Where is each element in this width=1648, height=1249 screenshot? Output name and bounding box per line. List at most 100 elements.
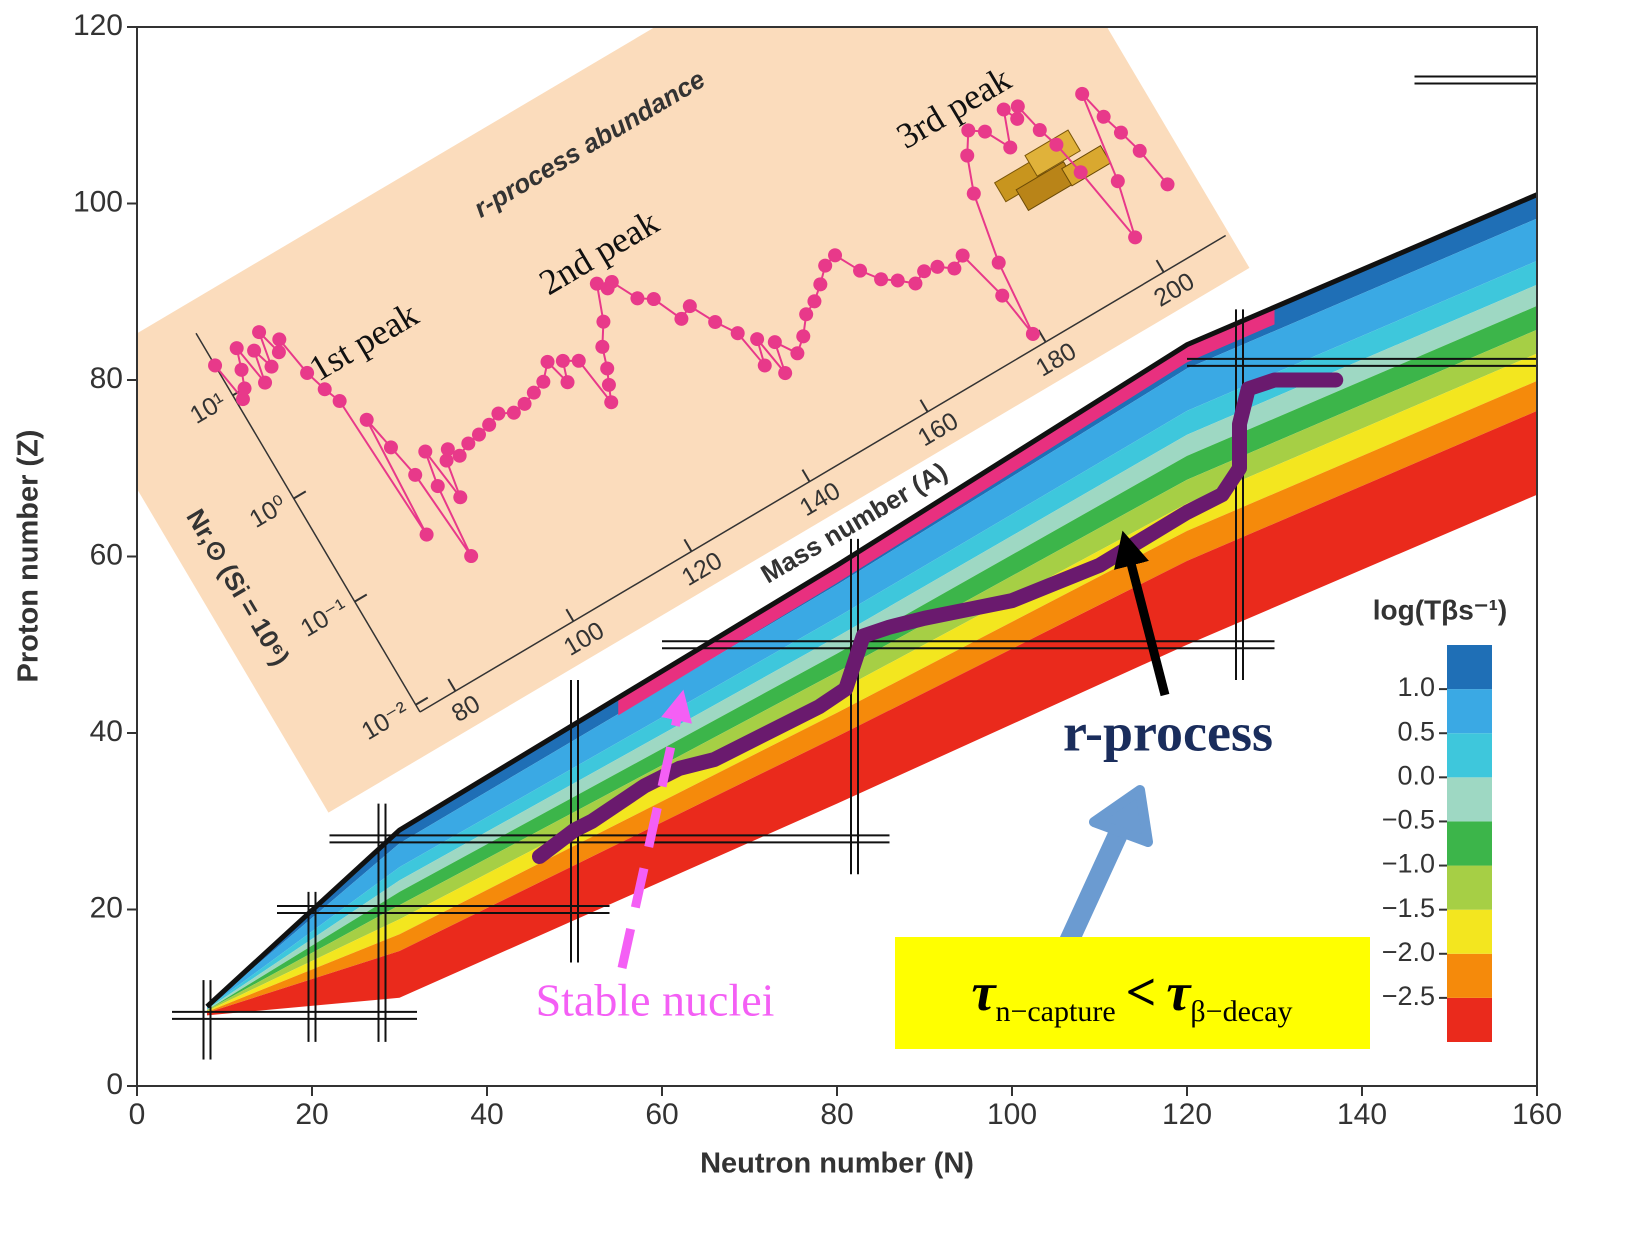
nuclide-region bbox=[207, 218, 1537, 1009]
abundance-point bbox=[908, 276, 923, 291]
arrow bbox=[617, 689, 692, 969]
abundance-point bbox=[418, 444, 433, 459]
colorbar-title: log(Tβs⁻¹) bbox=[1373, 594, 1508, 625]
colorbar-segment bbox=[1447, 777, 1492, 822]
abundance-point bbox=[813, 277, 828, 292]
abundance-point bbox=[600, 361, 615, 376]
inset-y-tick bbox=[354, 593, 368, 603]
plot-area bbox=[172, 75, 1537, 1060]
abundance-point bbox=[536, 374, 551, 389]
abundance-point bbox=[807, 294, 822, 309]
y-tick-label: 120 bbox=[73, 9, 123, 42]
colorbar-tick-label: 1.0 bbox=[1397, 672, 1435, 702]
abundance-point bbox=[235, 392, 250, 407]
abundance-point bbox=[540, 354, 555, 369]
abundance-point bbox=[930, 259, 945, 274]
abundance-point bbox=[966, 186, 981, 201]
abundance-point bbox=[778, 366, 793, 381]
abundance-point bbox=[1073, 165, 1088, 180]
abundance-point bbox=[977, 124, 992, 139]
abundance-point bbox=[604, 395, 619, 410]
abundance-point bbox=[237, 381, 252, 396]
inset-x-axis bbox=[419, 234, 1227, 713]
abundance-point bbox=[491, 406, 506, 421]
operator: < bbox=[1126, 962, 1157, 1022]
nuclide-region bbox=[207, 284, 1537, 1011]
colorbar-tick-label: −2.0 bbox=[1382, 937, 1435, 967]
abundance-point bbox=[1025, 326, 1040, 341]
abundance-point bbox=[317, 382, 332, 397]
colorbar-segment bbox=[1447, 733, 1492, 778]
x-tick-label: 160 bbox=[1512, 1098, 1562, 1131]
inset-x-tick bbox=[919, 399, 929, 413]
inset-x-tick bbox=[447, 678, 457, 692]
abundance-point bbox=[853, 263, 868, 278]
stable-label: Stable nuclei bbox=[536, 975, 775, 1026]
abundance-point bbox=[208, 358, 223, 373]
inset-background bbox=[137, 27, 1250, 813]
abundance-point bbox=[1010, 111, 1025, 126]
colorbar-tick-label: −2.5 bbox=[1382, 981, 1435, 1011]
arrow bbox=[1055, 825, 1130, 955]
abundance-point bbox=[1096, 109, 1111, 124]
abundance-point bbox=[258, 375, 273, 390]
colorbar-tick-label: −0.5 bbox=[1382, 805, 1435, 835]
abundance-point bbox=[247, 343, 262, 358]
abundance-point bbox=[359, 412, 374, 427]
abundance-point bbox=[947, 261, 962, 276]
abundance-point bbox=[996, 102, 1011, 117]
abundance-point bbox=[234, 362, 249, 377]
abundance-point bbox=[1132, 143, 1147, 158]
x-tick-label: 20 bbox=[295, 1098, 328, 1131]
colorbar-segment bbox=[1447, 953, 1492, 998]
abundance-point bbox=[828, 248, 843, 263]
x-tick-label: 80 bbox=[820, 1098, 853, 1131]
abundance-point bbox=[252, 325, 267, 340]
abundance-point bbox=[991, 255, 1006, 270]
abundance-point bbox=[589, 276, 604, 291]
y-tick-label: 40 bbox=[90, 715, 123, 748]
abundance-point bbox=[571, 353, 586, 368]
inset-x-tick bbox=[565, 608, 575, 622]
abundance-point bbox=[555, 353, 570, 368]
abundance-point bbox=[300, 365, 315, 380]
inset-x-tick bbox=[683, 538, 693, 552]
y-tick-label: 0 bbox=[106, 1068, 123, 1101]
y-axis-label: Proton number (Z) bbox=[13, 430, 45, 683]
colorbar-tick-label: −1.5 bbox=[1382, 893, 1435, 923]
abundance-point bbox=[917, 264, 932, 279]
abundance-point bbox=[1113, 125, 1128, 140]
abundance-point bbox=[517, 396, 532, 411]
abundance-point bbox=[271, 345, 286, 360]
abundance-point bbox=[1049, 137, 1064, 152]
inset-x-tick bbox=[1155, 259, 1165, 273]
condition: τn−capture < τβ−decay bbox=[971, 962, 1292, 1028]
arrow bbox=[1114, 530, 1170, 697]
abundance-point bbox=[730, 326, 745, 341]
nuclide-region bbox=[207, 260, 1537, 1010]
x-axis-label: Neutron number (N) bbox=[700, 1148, 974, 1180]
colorbar-segment bbox=[1447, 909, 1492, 954]
tau: τ bbox=[971, 962, 997, 1022]
abundance-point bbox=[430, 479, 445, 494]
abundance-point bbox=[767, 335, 782, 350]
y-tick-label: 20 bbox=[90, 891, 123, 924]
abundance-point bbox=[796, 329, 811, 344]
abundance-point bbox=[955, 248, 970, 263]
abundance-point bbox=[229, 341, 244, 356]
y-tick-label: 80 bbox=[90, 362, 123, 395]
abundance-point bbox=[995, 288, 1010, 303]
r-process-label: r-process bbox=[1063, 702, 1273, 762]
nuclide-region bbox=[618, 306, 1275, 716]
abundance-point bbox=[526, 385, 541, 400]
colorbar-tick-label: 0.0 bbox=[1397, 760, 1435, 790]
abundance-point bbox=[439, 453, 454, 468]
arrow-head bbox=[1089, 785, 1153, 847]
abundance-point bbox=[750, 332, 765, 347]
abundance-point bbox=[453, 490, 468, 505]
inset-y-tick bbox=[415, 696, 429, 706]
abundance-point bbox=[596, 314, 611, 329]
